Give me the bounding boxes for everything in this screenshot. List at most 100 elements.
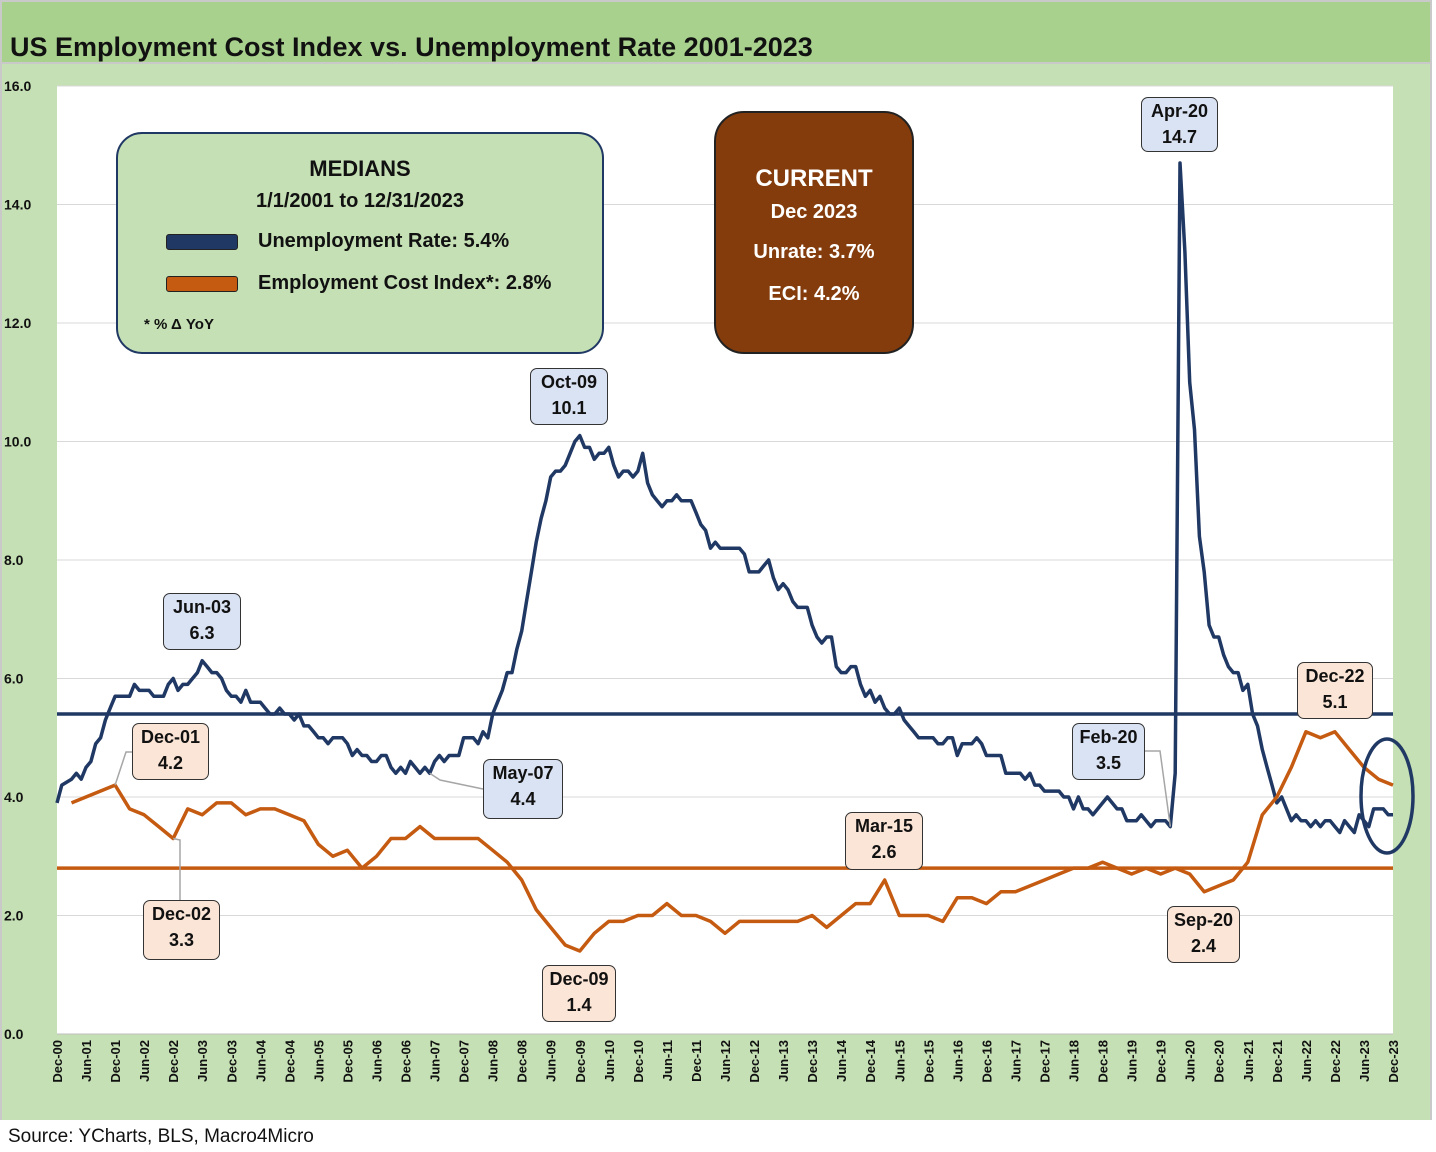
current-title: CURRENT <box>755 165 873 192</box>
x-tick-label: Jun-05 <box>311 1040 326 1082</box>
x-tick-label: Dec-10 <box>631 1040 646 1083</box>
current-date: Dec 2023 <box>770 201 858 223</box>
x-tick-label: Dec-06 <box>399 1040 414 1083</box>
callout-value: 10.1 <box>551 398 587 418</box>
current-highlight-ellipse <box>1359 737 1415 855</box>
current-unrate: Unrate: 3.7% <box>753 241 875 263</box>
x-tick-label: Dec-15 <box>921 1040 936 1083</box>
legend-swatch-eci <box>166 275 238 292</box>
leader-feb-20 <box>1145 750 1172 827</box>
callout-value: 4.4 <box>510 789 536 809</box>
x-tick-label: Jun-04 <box>253 1039 268 1082</box>
callout-jun-03: Jun-03 6.3 <box>163 593 241 650</box>
x-tick-label: Dec-01 <box>108 1040 123 1083</box>
y-tick-label: 10.0 <box>4 434 31 450</box>
y-tick-label: 0.0 <box>4 1026 24 1042</box>
x-tick-label: Jun-15 <box>892 1040 907 1082</box>
x-tick-label: Dec-16 <box>979 1040 994 1083</box>
y-tick-label: 16.0 <box>4 78 31 94</box>
callout-date: Apr-20 <box>1150 101 1208 121</box>
leader-may-07 <box>429 772 484 790</box>
callout-value: 6.3 <box>189 623 215 643</box>
y-tick-label: 8.0 <box>4 552 24 568</box>
callout-date: Dec-01 <box>140 727 201 747</box>
callout-dec-09: Dec-09 1.4 <box>542 965 616 1022</box>
x-tick-label: Dec-23 <box>1386 1040 1401 1083</box>
x-tick-label: Dec-03 <box>224 1040 239 1083</box>
x-tick-label: Dec-02 <box>166 1040 181 1083</box>
callout-date: May-07 <box>492 763 554 783</box>
y-tick-label: 4.0 <box>4 789 24 805</box>
legend-swatch-unrate <box>166 233 238 250</box>
x-tick-label: Dec-19 <box>1154 1040 1169 1083</box>
title-bar: US Employment Cost Index vs. Unemploymen… <box>0 0 1432 64</box>
x-tick-label: Jun-12 <box>718 1040 733 1082</box>
callout-value: 14.7 <box>1161 127 1198 147</box>
callout-sep-20: Sep-20 2.4 <box>1167 906 1240 963</box>
series-line-eci <box>70 730 1394 953</box>
series-line-unrate <box>55 161 1393 835</box>
x-tick-label: Dec-00 <box>50 1040 65 1083</box>
legend-label-unrate: Unemployment Rate: 5.4% <box>258 230 510 252</box>
callout-value: 3.3 <box>168 930 195 950</box>
callout-feb-20: Feb-20 3.5 <box>1072 723 1145 780</box>
callout-value: 2.4 <box>1190 936 1217 956</box>
legend-item-eci: Employment Cost Index*: 2.8% <box>166 272 551 295</box>
x-tick-label: Dec-08 <box>515 1040 530 1083</box>
median-lines <box>57 712 1393 870</box>
x-tick-label: Dec-22 <box>1328 1040 1343 1083</box>
legend-item-unrate: Unemployment Rate: 5.4% <box>166 230 509 253</box>
x-tick-label: Jun-18 <box>1067 1040 1082 1082</box>
x-tick-label: Jun-21 <box>1241 1040 1256 1082</box>
callout-may-07: May-07 4.4 <box>483 759 563 819</box>
callout-value: 4.2 <box>157 753 184 773</box>
x-tick-label: Dec-07 <box>457 1040 472 1083</box>
callout-dec-01: Dec-01 4.2 <box>132 723 209 780</box>
callout-date: Sep-20 <box>1173 910 1234 930</box>
x-tick-label: Jun-17 <box>1008 1040 1023 1082</box>
callout-date: Mar-15 <box>854 816 914 836</box>
x-tick-label: Dec-17 <box>1037 1040 1052 1083</box>
x-tick-label: Jun-03 <box>195 1040 210 1082</box>
callout-value: 1.4 <box>566 995 592 1015</box>
callout-date: Feb-20 <box>1079 727 1138 747</box>
leader-dec-02 <box>173 837 181 900</box>
callout-apr-20: Apr-20 14.7 <box>1141 97 1218 152</box>
medians-date-range: 1/1/2001 to 12/31/2023 <box>256 190 464 212</box>
medians-box: MEDIANS 1/1/2001 to 12/31/2023 Unemploym… <box>116 132 604 354</box>
callout-date: Dec-09 <box>549 969 609 989</box>
x-tick-label: Jun-14 <box>834 1039 849 1082</box>
x-tick-label: Jun-08 <box>486 1040 501 1082</box>
current-eci: ECI: 4.2% <box>768 283 860 305</box>
callout-value: 5.1 <box>1322 692 1348 712</box>
y-tick-label: 12.0 <box>4 315 31 331</box>
footnote: * % Δ YoY <box>144 316 214 333</box>
medians-title: MEDIANS <box>309 156 411 181</box>
callout-dec-02: Dec-02 3.3 <box>143 900 220 960</box>
x-tick-label: Dec-11 <box>689 1040 704 1082</box>
x-tick-label: Jun-09 <box>544 1040 559 1082</box>
callout-mar-15: Mar-15 2.6 <box>845 812 923 870</box>
series-lines <box>55 161 1394 953</box>
y-tick-label: 6.0 <box>4 671 24 687</box>
x-tick-label: Jun-06 <box>369 1040 384 1082</box>
x-tick-label: Jun-11 <box>660 1040 675 1081</box>
callout-dec-22: Dec-22 5.1 <box>1297 662 1373 719</box>
x-tick-label: Dec-14 <box>863 1039 878 1082</box>
x-tick-label: Dec-09 <box>573 1040 588 1083</box>
callout-leaders <box>114 750 1172 900</box>
legend-label-eci: Employment Cost Index*: 2.8% <box>258 272 552 294</box>
x-tick-label: Jun-20 <box>1183 1040 1198 1082</box>
current-box: CURRENT Dec 2023 Unrate: 3.7% ECI: 4.2% <box>714 111 914 354</box>
x-axis: Dec-00 Jun-01 Dec-01 Jun-02 Dec-02 Jun-03 Dec-… <box>50 1039 1401 1082</box>
x-tick-label: Dec-04 <box>282 1039 297 1082</box>
x-tick-label: Jun-23 <box>1357 1040 1372 1082</box>
callout-date: Dec-02 <box>151 904 212 924</box>
x-tick-label: Dec-13 <box>805 1040 820 1083</box>
callout-oct-09: Oct-09 10.1 <box>530 368 608 425</box>
x-tick-label: Jun-22 <box>1299 1040 1314 1082</box>
x-tick-label: Jun-16 <box>950 1040 965 1082</box>
callout-date: Dec-22 <box>1305 666 1365 686</box>
x-tick-label: Jun-10 <box>602 1040 617 1082</box>
